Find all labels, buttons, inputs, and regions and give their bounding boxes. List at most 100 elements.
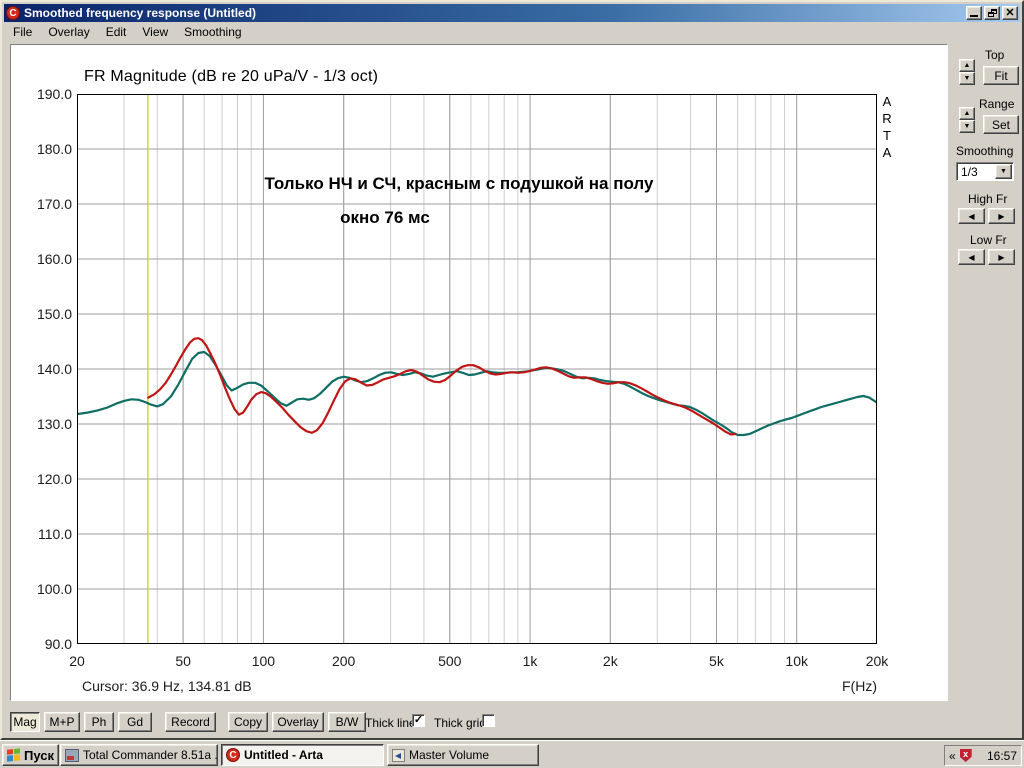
app-window: C Smoothed frequency response (Untitled)… [0,0,1024,740]
title-bar[interactable]: C Smoothed frequency response (Untitled)… [4,4,1020,22]
watermark-letter: T [883,128,891,143]
top-label: Top [985,48,1005,62]
high-fr-label: High Fr [968,192,1008,206]
top-spinner: ▲ ▼ [959,59,975,85]
high-fr-left-button[interactable]: ◀ [958,208,985,224]
watermark-letter: A [882,94,892,109]
y-tick-label: 150.0 [36,306,72,322]
b-w-button[interactable]: B/W [328,712,366,732]
x-tick-label: 20 [69,653,85,669]
task-button-total-commander[interactable]: Total Commander 8.51a ... [60,744,218,766]
cursor-readout: Cursor: 36.9 Hz, 134.81 dB [82,678,252,694]
security-shield-icon[interactable]: x [959,749,972,762]
taskbar-clock: 16:57 [986,748,1017,763]
range-up-button[interactable]: ▲ [959,107,975,120]
y-tick-label: 160.0 [36,251,72,267]
fit-button[interactable]: Fit [983,66,1019,85]
close-icon: ✕ [1005,7,1015,19]
range-down-button[interactable]: ▼ [959,120,975,133]
start-label: Пуск [24,747,54,763]
set-button[interactable]: Set [983,115,1019,134]
taskbar: Пуск Total Commander 8.51a ... C Untitled … [0,740,1024,768]
record-button[interactable]: Record [165,712,216,732]
curve-red [147,337,737,436]
x-tick-label: 10k [785,653,809,669]
watermark-letter: A [882,145,892,160]
minimize-icon [970,15,978,17]
arta-icon: C [226,748,240,762]
low-fr-label: Low Fr [970,233,1007,247]
y-tick-label: 110.0 [38,526,72,542]
thick-grid-label: Thick grid [434,716,487,730]
m-p-button[interactable]: M+P [44,712,80,732]
y-tick-label: 170.0 [36,196,72,212]
mag-button[interactable]: Mag [10,712,40,732]
system-tray: « x 16:57 [944,745,1022,766]
task-label: Untitled - Arta [244,748,323,762]
copy-button[interactable]: Copy [228,712,268,732]
close-button[interactable]: ✕ [1002,6,1018,20]
tray-expand-icon[interactable]: « [949,748,956,763]
gd-button[interactable]: Gd [118,712,152,732]
y-tick-label: 140.0 [36,361,72,377]
low-fr-right-button[interactable]: ▶ [988,249,1015,265]
master-volume-icon [392,748,405,762]
task-label: Master Volume [409,748,490,762]
restore-button[interactable] [984,6,1000,20]
range-spinner: ▲ ▼ [959,107,975,133]
smoothing-value: 1/3 [961,165,978,179]
task-button-master-volume[interactable]: Master Volume [387,744,539,766]
restore-icon [987,9,997,17]
window-controls: ✕ [966,6,1018,20]
smoothing-dropdown[interactable]: 1/3 ▼ [956,162,1014,181]
start-button[interactable]: Пуск [2,744,59,766]
y-tick-label: 130.0 [36,416,72,432]
x-tick-label: 1k [522,653,538,669]
x-tick-label: 500 [438,653,462,669]
task-button-arta[interactable]: C Untitled - Arta [221,744,384,766]
chevron-down-icon[interactable]: ▼ [995,164,1012,179]
x-axis-unit-label: F(Hz) [842,678,877,694]
minimize-button[interactable] [966,6,982,20]
menu-item-overlay[interactable]: Overlay [48,24,90,39]
y-tick-label: 180.0 [36,141,72,157]
windows-logo-icon [7,747,21,762]
top-up-button[interactable]: ▲ [959,59,975,72]
arta-app-icon: C [6,6,20,20]
x-tick-label: 2k [602,653,618,669]
x-tick-label: 5k [709,653,724,669]
menu-item-view[interactable]: View [142,24,169,39]
x-tick-label: 20k [865,653,889,669]
high-fr-right-button[interactable]: ▶ [988,208,1015,224]
window-title: Smoothed frequency response (Untitled) [24,6,257,20]
annotation-line-2: окно 76 мс [340,208,430,227]
task-label: Total Commander 8.51a ... [83,748,218,762]
y-tick-label: 90.0 [44,636,72,652]
thick-line-label: Thick line [365,716,416,730]
y-tick-label: 190.0 [36,86,72,102]
x-tick-label: 50 [175,653,191,669]
menu-item-smoothing[interactable]: Smoothing [184,24,242,39]
y-tick-label: 100.0 [36,581,72,597]
x-tick-label: 200 [331,653,356,669]
thick-grid-checkbox[interactable] [482,714,495,727]
low-fr-left-button[interactable]: ◀ [958,249,985,265]
overlay-button[interactable]: Overlay [272,712,324,732]
menu-item-file[interactable]: File [13,24,33,39]
chart-title: FR Magnitude (dB re 20 uPa/V - 1/3 oct) [84,68,379,85]
y-tick-label: 120.0 [36,471,72,487]
top-down-button[interactable]: ▼ [959,72,975,85]
watermark-letter: R [882,111,892,126]
total-commander-icon [65,748,79,762]
menu-item-edit[interactable]: Edit [105,24,127,39]
annotation-line-1: Только НЧ и СЧ, красным с подушкой на по… [264,174,654,193]
range-label: Range [979,97,1015,111]
fr-magnitude-plot[interactable] [77,94,877,644]
smoothing-label: Smoothing [956,144,1014,158]
ph-button[interactable]: Ph [84,712,114,732]
thick-line-checkbox[interactable]: ✓ [412,714,425,727]
menu-bar: File Overlay Edit View Smoothing [4,23,1020,40]
x-tick-label: 100 [251,653,276,669]
